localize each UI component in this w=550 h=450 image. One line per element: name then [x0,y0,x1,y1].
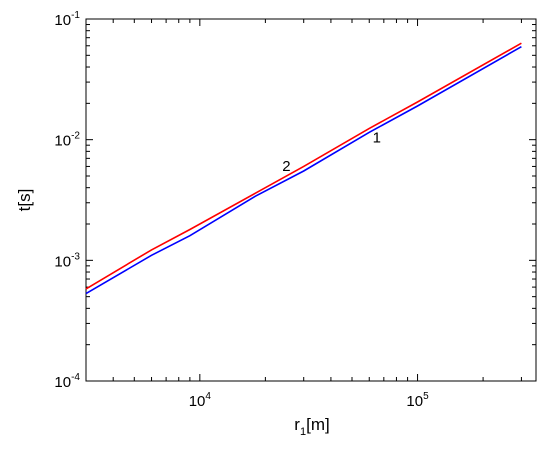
series-line-1 [85,46,522,295]
y-axis-label: t[s] [15,189,34,212]
x-tick-label: 104 [189,391,212,410]
y-tick-label: 10-4 [54,372,80,391]
y-tick-label: 10-2 [54,131,80,150]
tick-marks [85,18,536,382]
x-axis-label-sub: 1 [300,426,306,438]
y-tick-label: 10-1 [54,10,80,29]
series-line-2 [85,42,522,290]
tick-labels: 104 105 10-4 10-3 10-2 10-1 [54,10,429,410]
curve-label-2: 2 [282,158,290,175]
x-axis-label: r1[m] [294,415,329,438]
series-lines [85,42,522,295]
x-tick-label: 105 [406,391,429,410]
y-tick-label: 10-3 [54,251,80,270]
plot-frame [85,18,537,382]
curve-labels: 12 [282,129,381,175]
x-axis-label-unit: [m] [306,415,330,434]
x-axis-label-main: r [294,415,300,434]
curve-label-1: 1 [373,129,381,146]
